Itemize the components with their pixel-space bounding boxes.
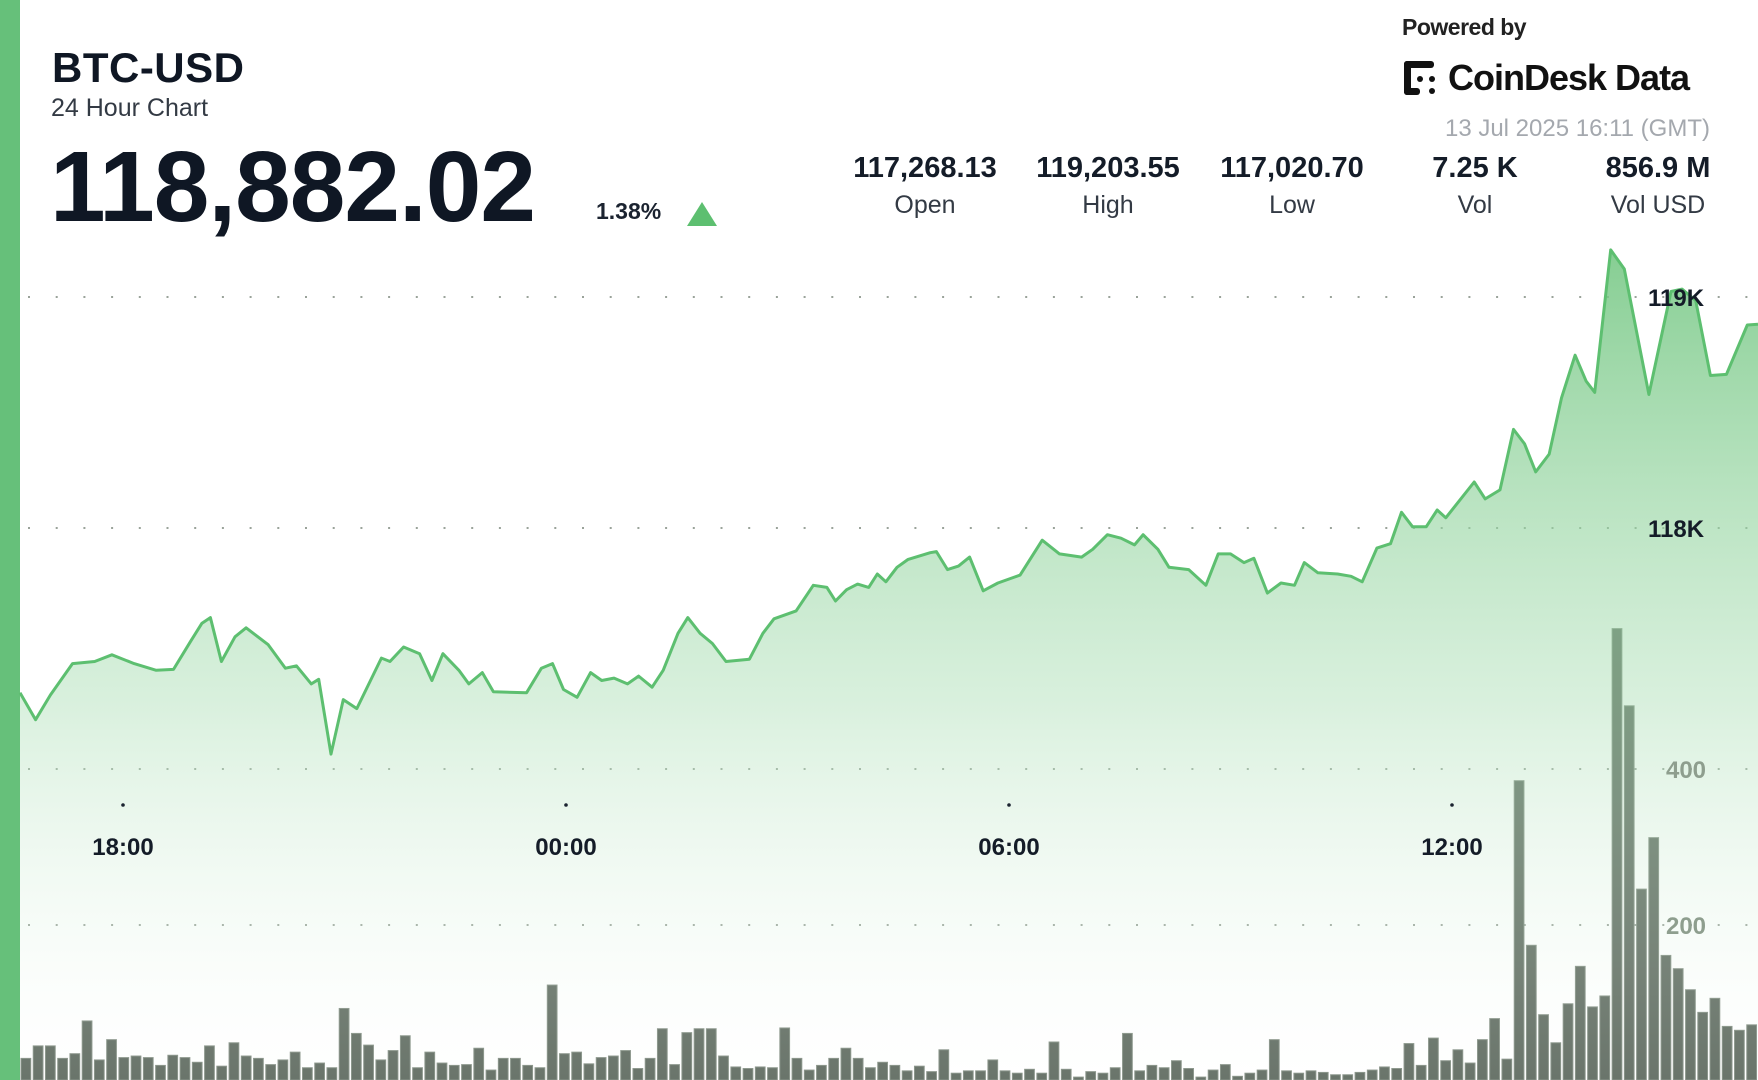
volume-axis-label-400: 400 bbox=[1666, 757, 1706, 784]
chart-subtitle: 24 Hour Chart bbox=[51, 94, 209, 122]
stat-vol-usd: 856.9 M Vol USD bbox=[1568, 152, 1748, 220]
current-price: 118,882.02 bbox=[50, 131, 536, 243]
stat-value: 856.9 M bbox=[1605, 152, 1711, 184]
timestamp: 13 Jul 2025 16:11 (GMT) bbox=[1444, 115, 1710, 142]
stat-label: Open bbox=[894, 191, 956, 219]
stat-value: 119,203.55 bbox=[1036, 152, 1180, 184]
price-line bbox=[18, 248, 1758, 756]
stat-label: Vol bbox=[1457, 191, 1493, 219]
stat-label: Low bbox=[1269, 191, 1315, 219]
time-axis-label: 12:00 bbox=[1421, 834, 1482, 861]
coindesk-logo-icon bbox=[1404, 61, 1435, 95]
x-axis-tick bbox=[1007, 803, 1011, 807]
price-change-percent: 1.38% bbox=[596, 198, 662, 224]
symbol-title: BTC-USD bbox=[52, 44, 245, 91]
stat-vol: 7.25 K Vol bbox=[1385, 152, 1565, 220]
stat-high: 119,203.55 High bbox=[1018, 152, 1198, 220]
stat-open: 117,268.13 Open bbox=[835, 152, 1015, 220]
powered-by-label: Powered by bbox=[1402, 14, 1527, 40]
accent-bar bbox=[0, 0, 20, 1080]
x-axis-tick bbox=[1450, 803, 1454, 807]
logo-text: CoinDesk Data bbox=[1448, 57, 1690, 98]
stat-label: High bbox=[1082, 191, 1134, 219]
stat-value: 7.25 K bbox=[1432, 152, 1518, 184]
stat-value: 117,020.70 bbox=[1220, 152, 1364, 184]
time-axis-label: 18:00 bbox=[92, 834, 153, 861]
time-axis-label: 06:00 bbox=[978, 834, 1039, 861]
x-axis-tick bbox=[564, 803, 568, 807]
coindesk-data-logo: CoinDesk Data bbox=[1402, 56, 1690, 100]
stat-label: Vol USD bbox=[1610, 191, 1706, 219]
x-axis-tick bbox=[121, 803, 125, 807]
stat-low: 117,020.70 Low bbox=[1202, 152, 1382, 220]
price-area-fill bbox=[20, 249, 1758, 1080]
price-axis-label-118k: 118K bbox=[1648, 516, 1705, 543]
x-axis-ticks bbox=[121, 803, 1454, 807]
volume-axis-label-200: 200 bbox=[1666, 913, 1706, 940]
price-axis-label-119k: 119K bbox=[1648, 285, 1705, 312]
time-axis-label: 00:00 bbox=[535, 834, 596, 861]
stat-value: 117,268.13 bbox=[853, 152, 997, 184]
up-triangle-icon bbox=[687, 202, 717, 226]
